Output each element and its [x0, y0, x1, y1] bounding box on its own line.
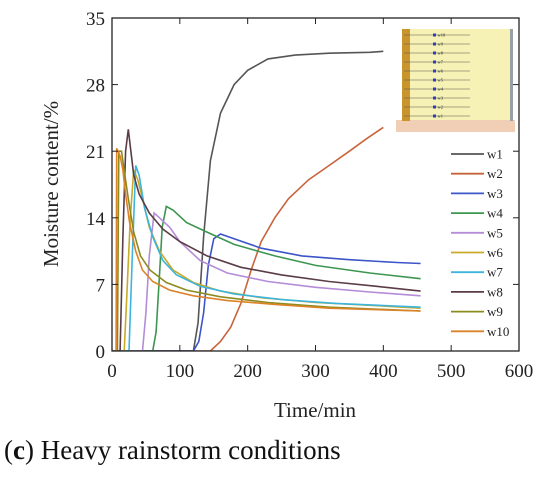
y-tick-label: 0 — [96, 342, 106, 363]
inset-diagram: w10 w9 w8 w7 w6 w5 w4 w3 w2 w1 — [396, 29, 515, 132]
inset-sensor-marker — [433, 114, 436, 118]
caption-prefix: ( — [4, 435, 13, 465]
inset-sensor-label: w5 — [438, 78, 444, 83]
caption-text: ) Heavy rainstorm conditions — [24, 435, 341, 465]
x-tick-label: 600 — [505, 361, 534, 382]
inset-wall — [402, 29, 410, 121]
x-tick-label: 100 — [166, 361, 195, 382]
inset-sensor-marker — [433, 87, 436, 91]
y-tick-label: 7 — [96, 275, 106, 296]
x-tick-label: 300 — [301, 361, 330, 382]
inset-sensor-label: w9 — [438, 42, 444, 47]
series-line-w8 — [112, 129, 421, 351]
x-tick-label: 0 — [107, 361, 117, 382]
inset-sensor-marker — [433, 78, 436, 82]
figure-caption: (c) Heavy rainstorm conditions — [4, 435, 341, 466]
inset-sensor-label: w8 — [438, 51, 444, 56]
inset-sensor-label: w7 — [438, 60, 444, 65]
series-line-w1 — [112, 50, 384, 351]
inset-sensor-marker — [433, 33, 436, 37]
legend-label-w7: w7 — [487, 265, 503, 280]
caption-letter: c — [13, 435, 25, 465]
series-line-w10 — [112, 147, 421, 351]
inset-sensor-label: w4 — [438, 87, 444, 92]
legend-label-w9: w9 — [487, 304, 503, 319]
inset-sensor-marker — [433, 69, 436, 73]
series-line-w9 — [112, 150, 421, 351]
legend-label-w6: w6 — [487, 245, 503, 260]
legend-label-w10: w10 — [487, 324, 509, 339]
inset-sensor-label: w10 — [438, 33, 446, 38]
y-axis-label: Moisture content/% — [39, 101, 63, 267]
legend-label-w4: w4 — [487, 206, 503, 221]
series-group — [112, 50, 421, 351]
inset-sensor-marker — [433, 105, 436, 109]
x-tick-label: 500 — [437, 361, 466, 382]
inset-sensor-label: w1 — [438, 114, 444, 119]
y-tick-label: 28 — [86, 76, 105, 97]
y-tick-label: 14 — [86, 209, 106, 230]
inset-sensor-label: w2 — [438, 105, 444, 110]
x-axis-label: Time/min — [274, 398, 357, 422]
y-tick-label: 35 — [86, 9, 105, 30]
series-line-w5 — [112, 211, 421, 351]
inset-soil-area — [402, 29, 511, 121]
legend-label-w2: w2 — [487, 166, 503, 181]
axis-ticks: 0 100 200 300 400 500 600 0 7 14 21 28 35 — [86, 9, 533, 382]
series-line-w3 — [112, 233, 421, 351]
series-line-w7 — [112, 165, 421, 351]
inset-sensor-marker — [433, 51, 436, 55]
legend-label-w5: w5 — [487, 225, 503, 240]
legend-label-w8: w8 — [487, 284, 503, 299]
legend-label-w1: w1 — [487, 147, 503, 162]
legend: w1 w2 w3 w4 w5 w6 w7 w8 w9 w10 — [451, 147, 509, 339]
inset-sensor-marker — [433, 42, 436, 46]
inset-sensor-marker — [433, 60, 436, 64]
inset-base — [396, 120, 515, 132]
y-tick-label: 21 — [86, 142, 105, 163]
x-tick-label: 200 — [233, 361, 262, 382]
inset-right-wall — [510, 29, 513, 121]
legend-label-w3: w3 — [487, 186, 503, 201]
inset-sensor-label: w6 — [438, 69, 444, 74]
series-line-w2 — [112, 126, 384, 351]
inset-sensor-label: w3 — [438, 96, 444, 101]
x-tick-label: 400 — [369, 361, 398, 382]
inset-sensor-marker — [433, 96, 436, 100]
series-line-w4 — [112, 205, 421, 351]
